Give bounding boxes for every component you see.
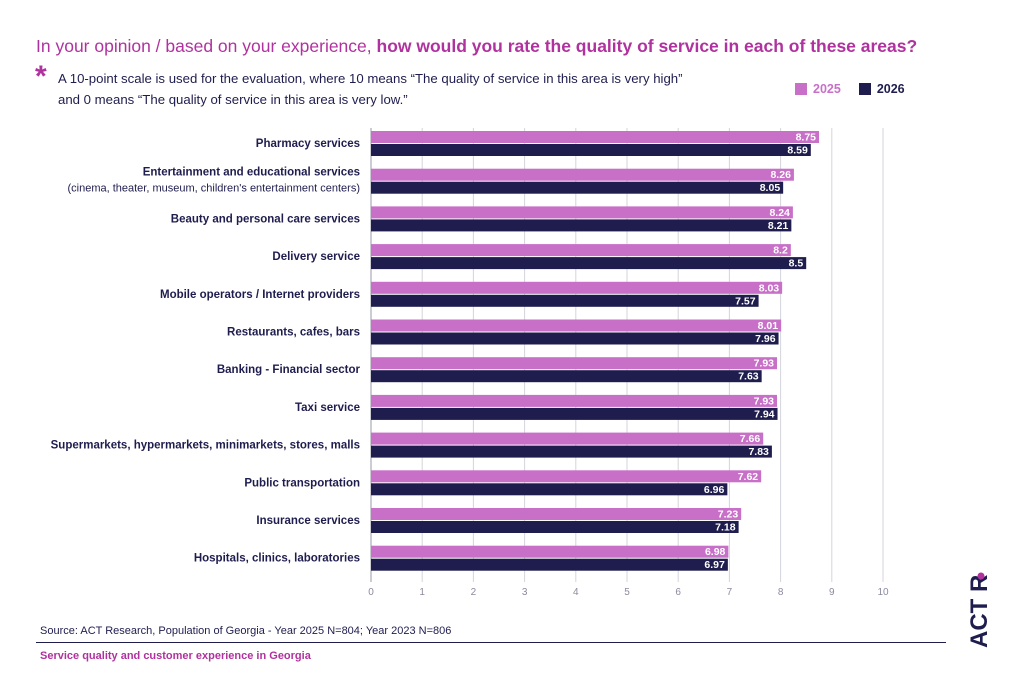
bar-2025 [371,508,742,520]
bar-2025 [371,394,778,407]
logo-dot-icon [977,572,985,580]
actr-logo: ACT R [966,572,993,648]
value-label-2025: 7.23 [718,509,739,521]
legend-label-2026: 2026 [876,82,905,96]
value-label-2026: 7.83 [748,446,769,458]
bar-chart: 0 1 2 3 4 5 6 7 8 9 10 Pharmacy services 8.758.59 Ent… [51,128,889,598]
value-label-2025: 7.93 [754,358,775,370]
value-label-2025: 7.66 [740,433,761,445]
category-label: Mobile operators / Internet providers [160,289,360,301]
legend-swatch-2025 [795,83,807,95]
x-tick-label: 8 [778,587,784,598]
value-label-2025: 8.2 [773,245,788,257]
x-tick-label: 5 [624,587,630,598]
x-tick-label: 9 [829,587,835,598]
scale-note: A 10-point scale is used for the evaluat… [58,68,683,110]
value-label-2026: 6.97 [704,559,725,571]
note-line-2: and 0 means “The quality of service in t… [58,92,408,107]
value-label-2025: 6.98 [705,546,726,558]
asterisk-icon: * [35,60,47,93]
bar-2025 [371,470,762,483]
category-sublabel: (cinema, theater, museum, children's ent… [67,183,360,195]
value-label-2026: 7.94 [754,408,775,420]
note-line-1: A 10-point scale is used for the evaluat… [58,71,683,86]
bar-2026 [371,257,807,270]
bar-2025 [371,357,778,370]
bar-2025 [371,168,794,181]
bar-2026 [371,181,784,194]
legend-item-2026: 2026 [858,82,905,96]
value-label-2025: 8.26 [770,169,791,181]
x-tick-label: 4 [573,587,579,598]
bar-2025 [371,131,819,143]
value-label-2025: 8.75 [796,132,817,144]
legend-swatch-2026 [858,83,871,95]
source-note: Source: ACT Research, Population of Geor… [40,625,452,637]
x-tick-label: 6 [675,587,681,598]
bar-2026 [371,144,811,156]
logo-text: ACT R [966,575,993,648]
bar-2025 [371,244,791,257]
bar-2026 [371,294,759,307]
bar-2026 [371,521,739,533]
legend-label-2025: 2025 [813,82,841,96]
value-label-2025: 7.62 [738,471,759,483]
bar-2026 [371,445,772,458]
footer-divider [36,642,946,643]
bar-2026 [371,370,762,383]
value-label-2026: 8.21 [768,220,789,232]
category-label: Restaurants, cafes, bars [227,327,360,339]
category-label: Pharmacy services [256,138,360,150]
title-bold: how would you rate the quality of servic… [376,36,918,56]
category-label: Insurance services [256,515,360,527]
x-tick-label: 1 [419,587,425,598]
bar-2025 [371,319,782,332]
value-label-2026: 7.96 [755,333,776,345]
x-tick-label: 2 [471,587,477,598]
title-plain: In your opinion / based on your experien… [36,36,377,56]
category-label: Entertainment and educational services [143,167,360,179]
legend: 2025 2026 [795,82,905,96]
bar-2026 [371,407,778,420]
value-label-2026: 6.96 [704,484,725,496]
category-label: Supermarkets, hypermarkets, minimarkets,… [51,440,360,452]
value-label-2025: 8.24 [769,207,790,219]
bar-2025 [371,545,729,558]
chart-title: In your opinion / based on your experien… [36,36,917,57]
value-label-2026: 8.05 [760,182,781,194]
category-label: Delivery service [272,251,360,263]
footer-caption: Service quality and customer experience … [40,650,311,662]
value-label-2026: 8.59 [787,145,808,157]
bar-2026 [371,332,779,345]
legend-item-2025: 2025 [795,82,841,96]
value-label-2026: 7.63 [738,371,759,383]
category-label: Taxi service [295,402,360,414]
category-label: Banking - Financial sector [217,364,361,376]
bar-2025 [371,206,793,219]
category-label: Beauty and personal care services [171,213,360,225]
value-label-2026: 7.18 [715,522,736,534]
value-label-2025: 8.03 [759,282,780,294]
value-label-2026: 8.5 [789,258,804,270]
value-label-2025: 7.93 [754,395,775,407]
bar-2025 [371,281,783,294]
bar-2025 [371,432,764,445]
category-label: Public transportation [244,477,360,489]
x-tick-label: 10 [877,587,889,598]
category-label: Hospitals, clinics, laboratories [194,553,360,565]
value-label-2025: 8.01 [758,320,779,332]
x-tick-label: 3 [522,587,528,598]
bar-2026 [371,558,728,571]
bar-2026 [371,219,792,232]
x-tick-label: 7 [727,587,733,598]
value-label-2026: 7.57 [735,295,756,307]
x-tick-label: 0 [368,587,374,598]
bar-2026 [371,483,728,496]
